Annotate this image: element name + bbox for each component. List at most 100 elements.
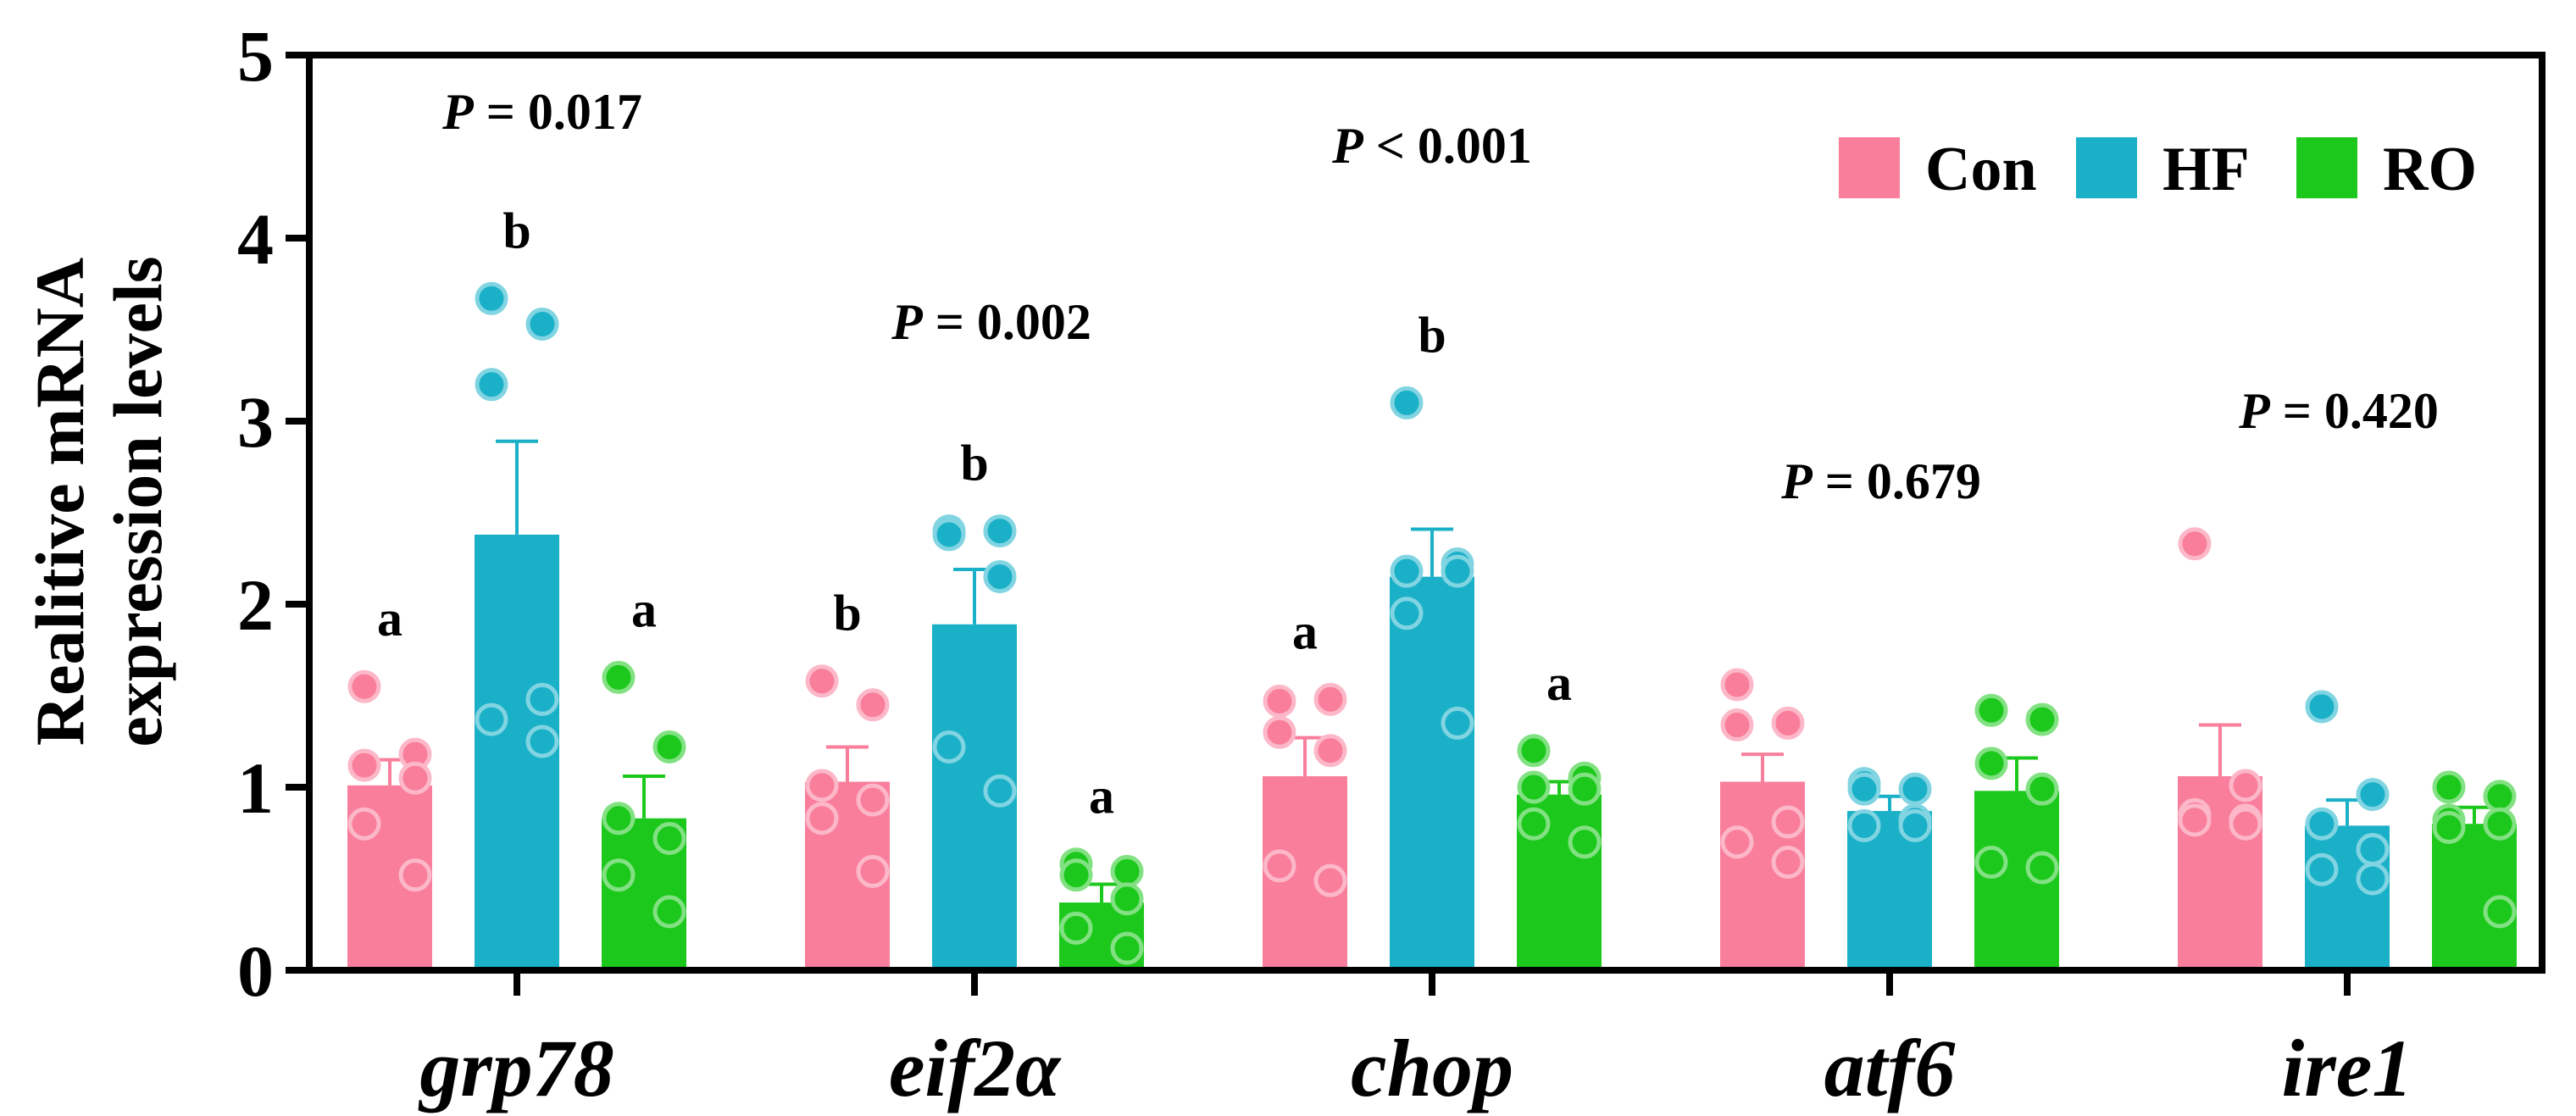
data-point: [1847, 808, 1881, 842]
data-point: [1974, 747, 2008, 780]
p-value: P = 0.017: [441, 84, 642, 140]
legend-label-hf: HF: [2162, 135, 2250, 204]
data-point: [983, 514, 1017, 548]
data-point: [1059, 911, 1093, 945]
y-tick-label: 5: [237, 15, 274, 97]
data-point: [602, 660, 636, 694]
data-point: [2229, 769, 2262, 802]
data-point: [347, 807, 381, 841]
significance-letter: a: [1089, 769, 1114, 825]
axes: 0 1 2 3 4 5 grp78 eif2α chop atf6 ire1: [237, 15, 2545, 1113]
data-point: [1313, 734, 1347, 768]
data-point: [652, 821, 686, 855]
data-point: [525, 308, 559, 341]
p-value-symbol: P: [891, 294, 924, 350]
p-value-text: = 0.420: [2270, 383, 2439, 439]
data-point: [1059, 858, 1093, 892]
p-value-text: = 0.002: [923, 294, 1091, 350]
data-point: [1390, 554, 1424, 588]
significance-letter: b: [960, 436, 988, 491]
data-point: [475, 281, 508, 315]
plot-frame: [306, 52, 2545, 974]
data-point: [2305, 852, 2339, 886]
p-value: P < 0.001: [1331, 118, 1532, 174]
data-point: [1390, 597, 1424, 630]
data-point: [2483, 780, 2517, 813]
data-point: [2432, 811, 2466, 845]
x-tick-label: ire1: [2282, 1023, 2413, 1113]
data-point: [2305, 690, 2339, 724]
legend-swatch-con: [1839, 137, 1900, 198]
data-point: [602, 858, 636, 892]
data-point: [805, 664, 839, 698]
data-point: [1720, 668, 1754, 702]
p-value-symbol: P: [441, 84, 475, 140]
x-tick-label: grp78: [418, 1023, 613, 1113]
data-point: [347, 669, 381, 703]
significance-letter: a: [1546, 655, 1572, 711]
data-point: [1263, 715, 1296, 749]
data-point: [1720, 825, 1754, 859]
significance-letter: b: [833, 586, 861, 641]
p-value: P = 0.679: [1780, 453, 1981, 509]
y-tick-label: 1: [237, 747, 274, 829]
data-point: [856, 854, 890, 888]
legend: Con HF RO: [1839, 135, 2477, 204]
y-tick-label: 4: [237, 198, 274, 280]
data-point: [2025, 851, 2059, 885]
data-point: [1771, 706, 1805, 740]
legend-swatch-ro: [2296, 137, 2357, 198]
data-point: [1568, 772, 1602, 806]
data-point: [475, 368, 508, 402]
p-value-symbol: P: [1331, 118, 1364, 174]
data-point: [2356, 862, 2390, 896]
y-tick-label: 3: [237, 381, 274, 463]
p-value-symbol: P: [2238, 383, 2271, 439]
data-point: [1110, 931, 1144, 965]
data-point: [932, 518, 966, 552]
data-point: [1263, 684, 1296, 718]
p-value: P = 0.420: [2238, 383, 2439, 439]
data-point: [856, 783, 890, 817]
data-point: [1441, 706, 1474, 740]
x-tick-label: atf6: [1824, 1023, 1956, 1113]
data-point: [1517, 734, 1551, 768]
significance-letter: b: [1418, 307, 1446, 363]
data-point: [2229, 807, 2262, 841]
p-value-symbol: P: [1780, 453, 1813, 509]
data-point: [1441, 554, 1474, 588]
data-point: [2305, 807, 2339, 841]
y-tick-label: 0: [237, 930, 274, 1012]
data-point: [398, 761, 432, 795]
data-point: [347, 748, 381, 782]
x-tick-label: chop: [1351, 1023, 1513, 1113]
significance-letter: a: [631, 581, 657, 637]
p-value-text: < 0.001: [1363, 118, 1532, 174]
data-point: [1771, 805, 1805, 839]
legend-swatch-hf: [2076, 137, 2137, 198]
data-point: [398, 858, 432, 892]
y-axis-label-line-1: Realitive mRNA: [21, 258, 98, 746]
data-point: [475, 702, 508, 736]
y-axis-label-line-2: expression levels: [99, 256, 176, 747]
data-point: [1720, 708, 1754, 742]
data-point: [1898, 808, 1932, 842]
data-point: [2483, 807, 2517, 841]
data-point: [932, 730, 966, 763]
data-point: [525, 682, 559, 716]
data-point: [2178, 803, 2212, 837]
data-point: [602, 802, 636, 836]
x-tick-label: eif2α: [889, 1023, 1062, 1113]
data-point: [1110, 854, 1144, 888]
data-point: [1313, 863, 1347, 897]
data-point: [1974, 846, 2008, 880]
p-value-text: = 0.679: [1813, 453, 1981, 509]
data-point: [652, 895, 686, 929]
data-point: [1847, 772, 1881, 806]
data-point: [1517, 807, 1551, 841]
data-point: [1974, 693, 2008, 727]
data-point: [2025, 772, 2059, 806]
data-point: [856, 688, 890, 722]
y-tick-label: 2: [237, 564, 274, 646]
